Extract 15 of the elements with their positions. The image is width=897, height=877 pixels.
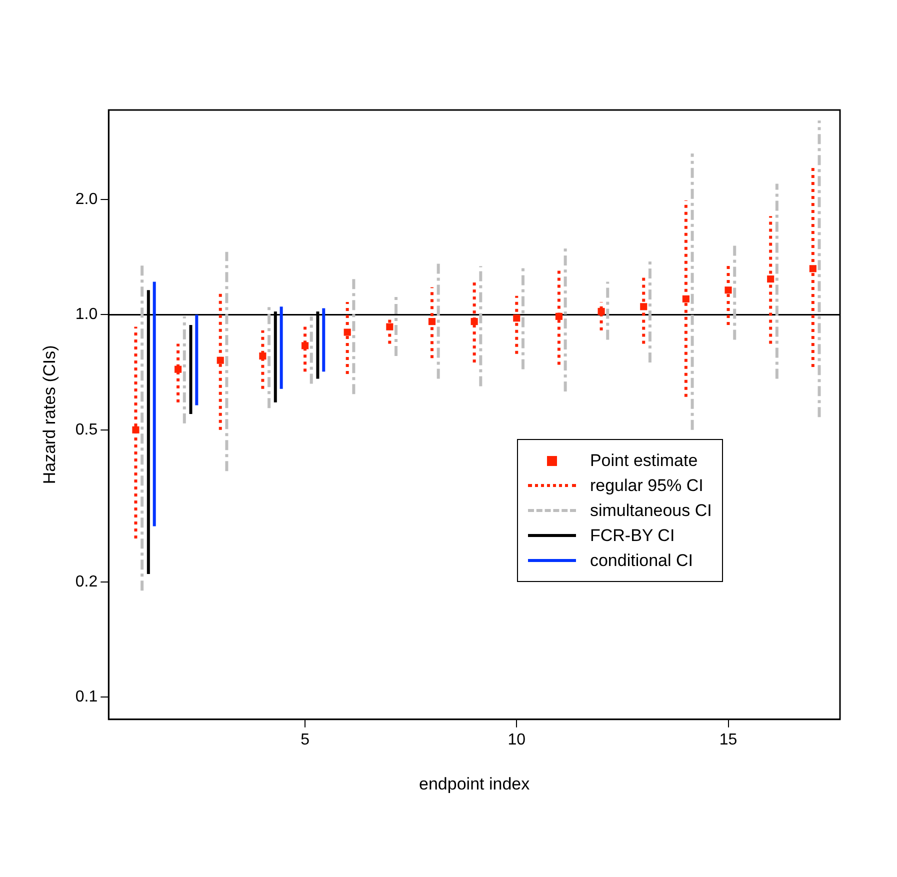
y-tick-label: 0.1 <box>75 688 98 706</box>
x-tick-label: 10 <box>508 731 526 748</box>
y-tick-label: 0.5 <box>75 421 98 438</box>
x-axis-title: endpoint index <box>419 774 530 794</box>
y-tick-label: 2.0 <box>75 191 98 208</box>
y-axis-title: Hazard rates (CIs) <box>40 345 59 484</box>
y-tick-label: 1.0 <box>75 306 98 324</box>
legend-label: regular 95% CI <box>590 476 704 496</box>
x-tick-label: 15 <box>719 731 738 748</box>
x-tick-label: 5 <box>300 731 310 748</box>
legend-label: Point estimate <box>590 450 698 471</box>
legend-label: conditional CI <box>590 550 693 571</box>
y-tick-label: 0.2 <box>75 573 98 590</box>
legend-label: FCR-BY CI <box>590 526 675 546</box>
legend-label: simultaneous CI <box>590 500 712 521</box>
